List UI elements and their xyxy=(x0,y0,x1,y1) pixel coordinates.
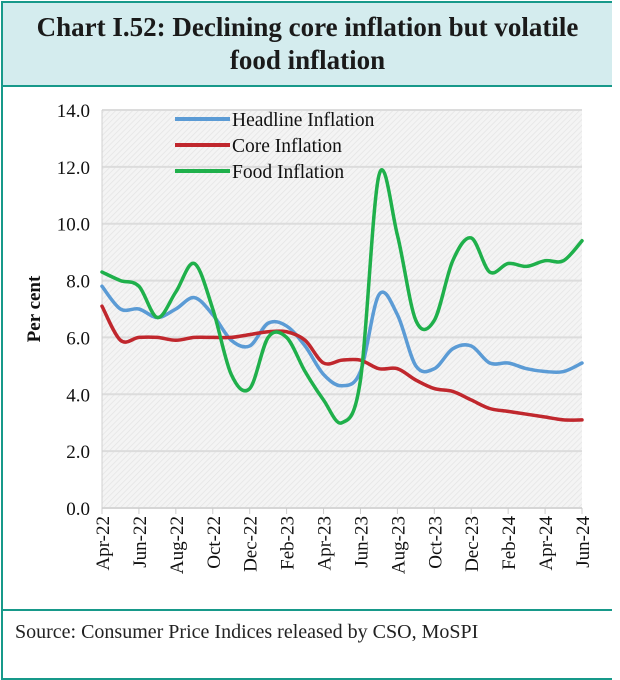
y-tick-label: 6.0 xyxy=(66,328,90,349)
y-tick-label: 0.0 xyxy=(66,499,90,520)
x-tick-label: Feb-23 xyxy=(278,516,299,570)
y-tick-label: 12.0 xyxy=(57,158,90,179)
y-tick-label: 4.0 xyxy=(66,385,90,406)
x-tick-label: Apr-22 xyxy=(93,516,114,571)
y-axis-label: Per cent xyxy=(24,275,45,342)
legend-label: Headline Inflation xyxy=(232,110,375,131)
x-tick-label: Oct-23 xyxy=(425,516,446,569)
y-tick-label: 2.0 xyxy=(66,442,90,463)
x-tick-label: Aug-23 xyxy=(388,516,409,574)
legend-label: Food Inflation xyxy=(232,162,344,183)
x-tick-label: Feb-24 xyxy=(499,516,520,570)
chart-area: 0.0 2.0 4.0 6.0 8.0 10.0 12.0 14.0 Apr-22 Jun-22 A… xyxy=(3,87,612,609)
line-chart: 0.0 2.0 4.0 6.0 8.0 10.0 12.0 14.0 Apr-22 Jun-22 A… xyxy=(24,101,594,574)
x-tick-label: Jun-23 xyxy=(351,516,372,568)
plot-background xyxy=(102,110,582,508)
series-line-food-inflation xyxy=(100,168,584,425)
y-tick-label: 10.0 xyxy=(57,215,90,236)
x-tick-label: Apr-24 xyxy=(536,516,557,571)
x-tick-label: Jun-24 xyxy=(573,516,594,568)
source-note: Source: Consumer Price Indices released … xyxy=(15,621,479,643)
x-tick-label: Dec-22 xyxy=(241,516,262,572)
series-line-headline-inflation xyxy=(100,284,584,388)
chart-title: Chart I.52: Declining core inflation but… xyxy=(36,12,579,75)
series-line-core-inflation xyxy=(100,304,584,422)
y-tick-label: 8.0 xyxy=(66,272,90,293)
margin-strip xyxy=(612,0,620,680)
y-tick-label: 14.0 xyxy=(57,101,90,122)
x-tick-label: Dec-23 xyxy=(462,516,483,572)
x-tick-label: Aug-22 xyxy=(167,516,188,574)
legend-label: Core Inflation xyxy=(232,136,342,157)
title-box: Chart I.52: Declining core inflation but… xyxy=(3,3,612,87)
source-box: Source: Consumer Price Indices released … xyxy=(3,609,612,680)
x-tick-label: Apr-23 xyxy=(315,516,336,571)
x-tick-label: Jun-22 xyxy=(130,516,151,568)
x-tick-label: Oct-22 xyxy=(204,516,225,569)
